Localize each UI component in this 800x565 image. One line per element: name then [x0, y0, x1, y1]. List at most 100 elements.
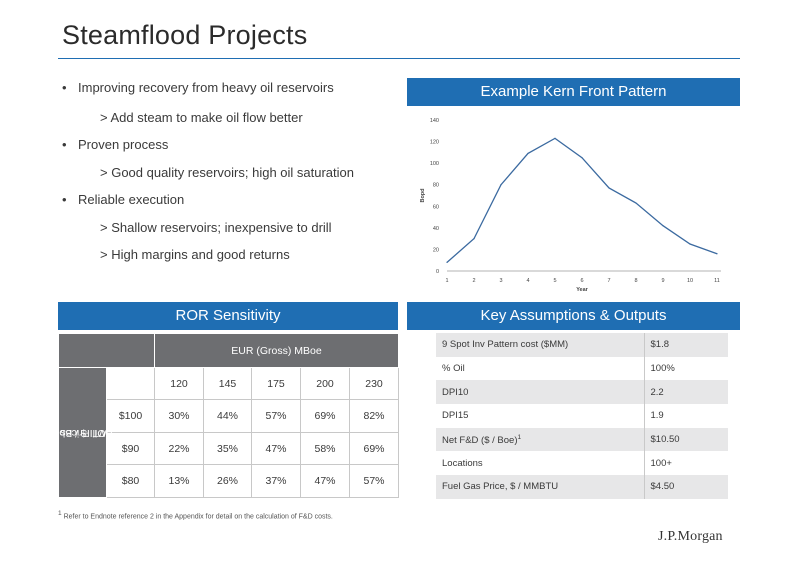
eur-column-header: 175 — [251, 367, 301, 400]
ror-value-cell: 13% — [154, 464, 204, 498]
data-point — [473, 238, 475, 240]
data-point — [446, 261, 448, 263]
data-point — [581, 157, 583, 159]
assumption-value: 2.2 — [643, 380, 728, 405]
oil-price-cell: $90 — [106, 432, 155, 465]
table-row: % Oil 100% — [436, 356, 728, 381]
footnote-marker: 1 — [517, 433, 522, 441]
ror-value-cell: 44% — [203, 399, 252, 433]
footnote-mark: 1 — [58, 510, 62, 517]
y-tick-label: 60 — [433, 204, 439, 210]
data-point — [716, 253, 718, 255]
x-tick-label: 7 — [607, 278, 610, 284]
x-tick-label: 6 — [580, 278, 583, 284]
eur-column-header: 145 — [203, 367, 252, 400]
footnote-text: Refer to Endnote reference 2 in the Appe… — [63, 513, 333, 521]
bullet-text: Improving recovery from heavy oil reserv… — [78, 80, 334, 95]
assumption-label: % Oil — [436, 356, 644, 381]
sub-bullet-text: > Add steam to make oil flow better — [100, 110, 303, 125]
sub-bullet-text: > Good quality reservoirs; high oil satu… — [100, 165, 354, 180]
y-tick-label: 80 — [433, 183, 439, 189]
bullet-dot: • — [62, 137, 67, 152]
x-tick-label: 4 — [526, 278, 529, 284]
sub-bullet-item: > Good quality reservoirs; high oil satu… — [100, 165, 354, 180]
jpmorgan-logo: J.P.Morgan — [658, 529, 723, 544]
table-row: Locations 100+ — [436, 451, 728, 476]
assumption-label: Net F&D ($ / Boe) — [442, 434, 518, 446]
assumption-label-cell: Net F&D ($ / Boe)1 — [436, 427, 644, 452]
y-axis-label: Bopd — [420, 188, 426, 202]
assumption-label: Locations — [436, 451, 644, 476]
bullet-item: • Proven process — [62, 137, 168, 152]
table-corner — [58, 333, 155, 368]
assumption-label: DPI10 — [436, 380, 644, 405]
footnote: 1 Refer to Endnote reference 2 in the Ap… — [58, 510, 333, 520]
y-tick-label: 140 — [430, 118, 439, 124]
table-row: DPI10 2.2 — [436, 380, 728, 405]
data-point — [635, 202, 637, 204]
page-title: Steamflood Projects — [62, 20, 308, 50]
x-tick-label: 10 — [687, 278, 693, 284]
ror-value-cell: 30% — [154, 399, 204, 433]
ror-value-cell: 82% — [348, 399, 400, 433]
ror-value-cell: 22% — [154, 432, 204, 465]
eur-header: EUR (Gross) MBoe — [153, 333, 400, 368]
ror-value-cell: 57% — [251, 399, 301, 433]
assumption-value: $1.8 — [643, 333, 728, 357]
assumption-value: $4.50 — [643, 475, 728, 499]
table-row: 9 Spot Inv Pattern cost ($MM) $1.8 — [436, 333, 728, 357]
bullet-text: Proven process — [78, 137, 169, 152]
key-assumptions-table: 9 Spot Inv Pattern cost ($MM) $1.8 % Oil… — [436, 333, 728, 499]
x-axis-label: Year — [576, 287, 588, 293]
ror-value-cell: 47% — [300, 464, 350, 498]
sub-bullet-text: > High margins and good returns — [100, 247, 290, 262]
y-tick-label: 100 — [430, 161, 439, 167]
y-tick-label: 120 — [430, 140, 439, 146]
series-line — [446, 137, 718, 263]
table-row: Fuel Gas Price, $ / MMBTU $4.50 — [436, 475, 728, 499]
ror-sensitivity-table: EUR (Gross) MBoe Oil Prices (WTI $ / Bbl)… — [53, 333, 400, 498]
table-blank-cell — [106, 367, 155, 400]
ror-value-cell: 26% — [203, 464, 252, 498]
bullet-item: • Reliable execution — [62, 192, 184, 207]
y-tick-label: 40 — [433, 226, 439, 232]
title-divider — [58, 58, 740, 59]
y-tick-label: 20 — [433, 247, 439, 253]
data-point — [662, 225, 664, 227]
oil-price-cell: $80 — [106, 464, 155, 498]
table-row: DPI15 1.9 — [436, 404, 728, 428]
chart-banner: Example Kern Front Pattern — [407, 78, 740, 106]
eur-column-header: 230 — [348, 367, 400, 400]
assumption-value: $10.50 — [643, 427, 728, 452]
x-tick-label: 8 — [634, 278, 637, 284]
assumption-label: Fuel Gas Price, $ / MMBTU — [436, 475, 644, 499]
assumptions-banner: Key Assumptions & Outputs — [407, 302, 740, 330]
bullet-text: Reliable execution — [78, 192, 185, 207]
ror-value-cell: 69% — [348, 432, 400, 465]
sub-bullet-text: > Shallow reservoirs; inexpensive to dri… — [100, 220, 332, 235]
assumption-label: DPI15 — [436, 404, 644, 428]
bullet-dot: • — [62, 192, 67, 207]
data-point — [554, 137, 556, 139]
data-point — [500, 184, 502, 186]
table-row: Net F&D ($ / Boe)1 $10.50 — [436, 427, 728, 452]
ror-value-cell: 58% — [300, 432, 350, 465]
table-row: $80 13% 26% 37% 47% 57% — [59, 464, 400, 498]
y-tick-label: 0 — [436, 269, 439, 275]
ror-value-cell: 35% — [203, 432, 252, 465]
ror-banner: ROR Sensitivity — [58, 302, 398, 330]
oil-price-cell: $100 — [106, 399, 155, 433]
data-point — [527, 152, 529, 155]
line-chart: 0 20 40 60 80 100 120 140 1 2 3 4 5 6 7 8 9 10 11 Year Bopd — [420, 118, 721, 293]
sub-bullet-item: > Shallow reservoirs; inexpensive to dri… — [100, 220, 332, 235]
bullet-dot: • — [62, 80, 67, 95]
sub-bullet-item: > High margins and good returns — [100, 247, 290, 262]
table-row: $100 30% 44% 57% 69% 82% — [59, 399, 400, 433]
eur-column-header: 120 — [154, 367, 204, 400]
sub-bullet-item: > Add steam to make oil flow better — [100, 110, 303, 125]
x-tick-label: 9 — [661, 278, 664, 284]
bullet-item: • Improving recovery from heavy oil reser… — [62, 80, 334, 95]
oil-price-axis-label: Oil Prices (WTI $ / Bbl) — [53, 367, 112, 498]
x-tick-label: 3 — [499, 278, 502, 284]
x-tick-label: 5 — [553, 278, 556, 284]
